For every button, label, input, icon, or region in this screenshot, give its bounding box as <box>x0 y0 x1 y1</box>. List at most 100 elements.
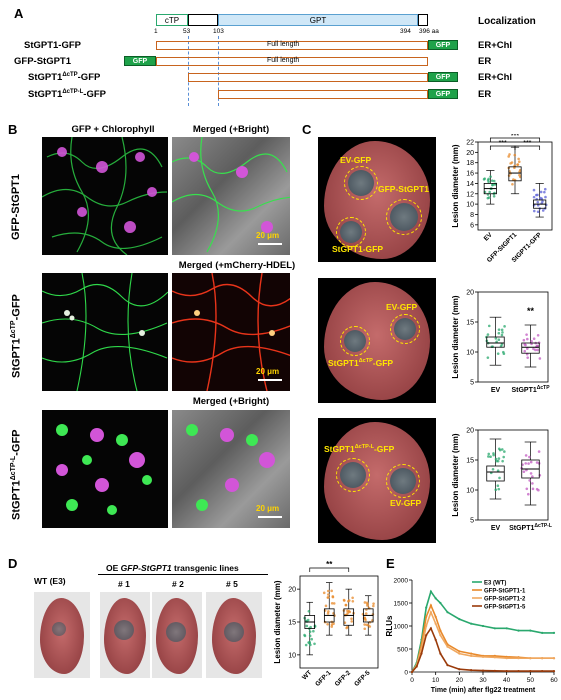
b-mid-header: Merged (+mCherry-HDEL) <box>178 260 296 271</box>
data-point <box>366 602 369 606</box>
data-point <box>524 454 528 457</box>
data-point <box>532 195 536 199</box>
gfp-tag-2: GFP <box>124 56 156 66</box>
localization-header: Localization <box>478 16 536 27</box>
y-tick-label: 500 <box>397 647 408 654</box>
data-point <box>523 349 527 353</box>
construct-name-1: StGPT1-GFP <box>24 40 82 51</box>
c2-label-stgpt1: StGPT1ΔcTP-GFP <box>328 358 394 368</box>
data-point <box>304 643 308 647</box>
series-point <box>529 657 532 660</box>
x-tick-label: 60 <box>550 677 558 684</box>
data-point <box>348 599 351 602</box>
series-point <box>552 631 556 634</box>
gfp-tag-1: GFP <box>428 40 458 50</box>
data-point <box>531 475 534 478</box>
data-point <box>536 200 540 204</box>
data-point <box>530 339 533 343</box>
legend-label-2: GFP-StGPT1-1 <box>484 589 526 595</box>
cells-pattern-3 <box>56 424 152 515</box>
series-point <box>425 634 428 637</box>
series-point <box>425 615 428 618</box>
data-point <box>526 356 529 359</box>
data-point <box>532 347 535 351</box>
data-point <box>348 610 352 614</box>
mid-domain <box>188 14 218 26</box>
b-bottom-header: Merged (+Bright) <box>192 396 270 407</box>
d-photo-line5 <box>206 592 262 678</box>
legend-label-4: GFP-StGPT1-5 <box>484 605 526 611</box>
y-tick-label: 5 <box>470 518 474 525</box>
legend-label-1: E3 (WT) <box>484 581 506 587</box>
b-row-label-2: StGPT1ΔcTP-GFP <box>10 294 23 378</box>
gpt-domain: GPT <box>218 14 418 26</box>
data-point <box>326 593 330 596</box>
box <box>343 608 355 626</box>
data-point <box>512 178 515 181</box>
x-tick-label: 20 <box>456 677 464 684</box>
data-point <box>363 627 367 631</box>
chart-c2: 5 10 15 20 Lesion diameter (mm) EV StGPT1ΔcTP *… <box>451 290 550 395</box>
series-point <box>541 669 544 673</box>
series-point <box>541 657 544 660</box>
b-micro-1-merged: 20 μm <box>172 137 290 255</box>
data-point <box>513 153 517 157</box>
series-line-3 <box>411 609 554 673</box>
data-point <box>486 333 490 336</box>
series-point <box>429 604 433 607</box>
data-point <box>509 162 512 165</box>
chart-c3: 5 10 15 20 Lesion diameter (mm) EV StGPT1ΔcTP-… <box>451 428 552 533</box>
data-point <box>536 210 540 214</box>
box <box>508 166 522 182</box>
d-photo-line2 <box>152 592 202 678</box>
y-axis-label: Lesion diameter (mm) <box>451 144 460 227</box>
series-point <box>425 606 428 609</box>
data-point <box>487 455 490 458</box>
series-point <box>434 622 437 625</box>
data-point <box>492 179 496 183</box>
data-point <box>511 182 514 186</box>
sig-bracket <box>489 137 541 142</box>
y-tick-label: 18 <box>466 160 474 167</box>
ring-3a <box>336 458 370 492</box>
series-point <box>458 618 461 621</box>
panel-label-a: A <box>14 6 24 21</box>
data-point <box>498 448 502 452</box>
data-point <box>529 460 533 464</box>
ring-1b <box>386 199 422 235</box>
data-point <box>541 209 545 212</box>
data-point <box>498 476 501 480</box>
data-point <box>364 612 368 615</box>
dash-53 <box>188 36 189 106</box>
data-point <box>523 343 526 346</box>
ring-1c <box>336 217 366 247</box>
data-point <box>536 333 540 337</box>
data-point <box>532 337 536 341</box>
scale-label-2: 20 μm <box>256 367 280 376</box>
y-tick-label: 20 <box>288 587 296 594</box>
gfp-tag-4: GFP <box>428 89 458 99</box>
data-point <box>517 160 521 164</box>
d-wt-label: WT (E3) <box>34 576 66 586</box>
data-point <box>312 629 315 633</box>
data-point <box>507 155 510 158</box>
cells-pattern-3b <box>186 424 275 511</box>
data-point <box>524 462 528 465</box>
series-line-1 <box>411 589 554 673</box>
sig-star: ** <box>527 306 535 316</box>
data-point <box>372 602 375 605</box>
series-point <box>529 669 532 673</box>
data-point <box>346 609 349 613</box>
data-point <box>326 596 330 599</box>
d-line-2: # 2 <box>172 579 184 589</box>
pos-394: 394 <box>400 28 411 35</box>
b-micro-3-merged: 20 μm <box>172 410 290 528</box>
data-point <box>489 455 492 459</box>
data-point <box>502 455 505 459</box>
data-point <box>487 324 491 328</box>
data-point <box>538 357 542 360</box>
data-point <box>491 183 494 187</box>
data-point <box>495 340 498 344</box>
series-point <box>552 669 556 673</box>
c1-label-ev: EV-GFP <box>340 155 372 165</box>
